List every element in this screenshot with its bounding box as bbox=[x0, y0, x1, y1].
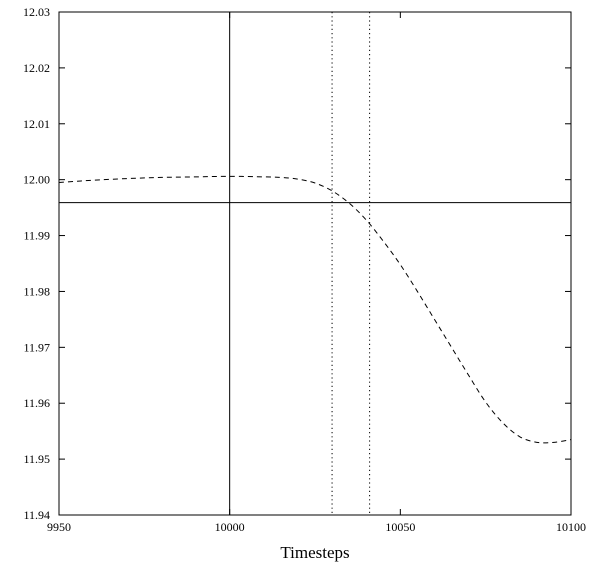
data-series bbox=[58, 175, 572, 444]
y-tick-label: 12.03 bbox=[23, 5, 50, 19]
y-tick-label: 11.99 bbox=[23, 229, 50, 243]
x-tick-label: 9950 bbox=[47, 520, 71, 534]
y-tick-label: 12.00 bbox=[23, 173, 50, 187]
y-tick-label: 11.95 bbox=[23, 452, 50, 466]
y-tick-label: 11.97 bbox=[23, 340, 50, 354]
x-tick-label: 10100 bbox=[556, 520, 586, 534]
series-line-1 bbox=[58, 175, 572, 444]
y-tick-label: 12.02 bbox=[23, 61, 50, 75]
y-tick-label: 11.96 bbox=[23, 396, 50, 410]
y-tick-label: 11.98 bbox=[23, 284, 50, 298]
reference-lines bbox=[59, 12, 571, 515]
plot-frame bbox=[58, 11, 572, 516]
x-tick-label: 10050 bbox=[385, 520, 415, 534]
x-axis-title: Timesteps bbox=[280, 543, 349, 562]
y-tick-label: 12.01 bbox=[23, 117, 50, 131]
axis-ticks: 9950 10000 10050 10100 11.94 11.95 11.96 11.97 1… bbox=[23, 5, 586, 534]
y-tick-label: 11.94 bbox=[23, 508, 50, 522]
x-tick-label: 10000 bbox=[215, 520, 245, 534]
